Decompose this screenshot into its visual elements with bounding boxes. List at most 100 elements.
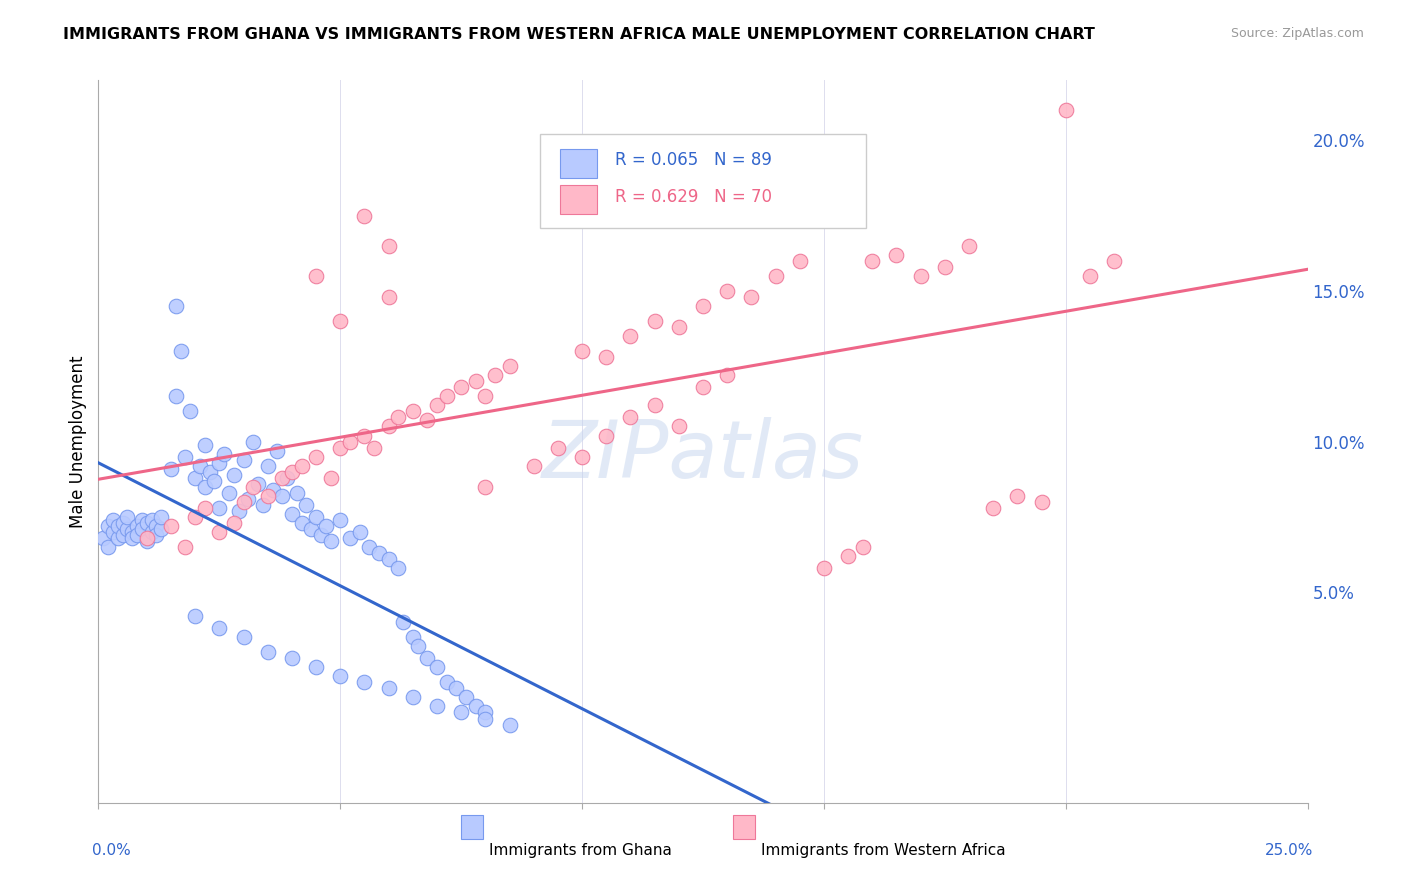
Text: Immigrants from Ghana: Immigrants from Ghana	[489, 843, 672, 857]
Point	[387, 410, 409, 425]
Point	[97, 540, 120, 554]
Point	[299, 522, 322, 536]
Point	[107, 518, 129, 533]
Point	[295, 498, 318, 512]
Point	[1054, 103, 1077, 118]
Point	[256, 489, 278, 503]
Point	[194, 437, 217, 451]
Point	[266, 443, 288, 458]
Point	[450, 380, 472, 394]
Point	[668, 419, 690, 434]
Point	[160, 518, 183, 533]
Bar	[561, 185, 596, 214]
Point	[256, 458, 278, 473]
Point	[165, 299, 187, 313]
Text: ZIPatlas: ZIPatlas	[541, 417, 865, 495]
Point	[339, 434, 361, 449]
Point	[740, 290, 762, 304]
Bar	[734, 815, 755, 838]
Point	[222, 516, 245, 530]
Text: R = 0.065   N = 89: R = 0.065 N = 89	[614, 151, 772, 169]
Point	[256, 645, 278, 659]
Point	[363, 441, 385, 455]
Point	[319, 533, 342, 548]
Point	[349, 524, 371, 539]
Point	[131, 522, 153, 536]
Point	[222, 467, 245, 482]
Point	[329, 669, 352, 683]
Point	[498, 359, 520, 374]
Point	[184, 470, 207, 484]
Point	[174, 450, 197, 464]
Point	[131, 513, 153, 527]
Point	[498, 717, 520, 731]
Point	[290, 516, 312, 530]
Point	[121, 524, 143, 539]
Point	[169, 344, 191, 359]
Text: IMMIGRANTS FROM GHANA VS IMMIGRANTS FROM WESTERN AFRICA MALE UNEMPLOYMENT CORREL: IMMIGRANTS FROM GHANA VS IMMIGRANTS FROM…	[63, 27, 1095, 42]
Text: 0.0%: 0.0%	[93, 843, 131, 857]
Point	[454, 690, 477, 705]
Point	[353, 428, 375, 442]
Point	[238, 491, 260, 506]
Point	[228, 504, 250, 518]
Point	[208, 456, 231, 470]
Point	[305, 509, 328, 524]
Point	[464, 699, 486, 714]
Y-axis label: Male Unemployment: Male Unemployment	[69, 355, 87, 528]
Point	[194, 480, 217, 494]
Text: R = 0.629   N = 70: R = 0.629 N = 70	[614, 188, 772, 206]
Point	[141, 524, 163, 539]
Point	[101, 513, 124, 527]
Point	[595, 350, 617, 364]
Point	[668, 320, 690, 334]
Text: Immigrants from Western Africa: Immigrants from Western Africa	[761, 843, 1005, 857]
Point	[329, 441, 352, 455]
Point	[232, 494, 254, 508]
Point	[204, 474, 226, 488]
Point	[450, 706, 472, 720]
Point	[765, 268, 787, 283]
Point	[127, 518, 149, 533]
Point	[436, 675, 458, 690]
Point	[692, 380, 714, 394]
Point	[329, 314, 352, 328]
Point	[111, 528, 134, 542]
Point	[242, 480, 264, 494]
Point	[377, 290, 399, 304]
Point	[1031, 494, 1053, 508]
Point	[179, 404, 201, 418]
Point	[117, 522, 139, 536]
Point	[860, 253, 883, 268]
Point	[547, 441, 569, 455]
Point	[329, 513, 352, 527]
Point	[174, 540, 197, 554]
Point	[353, 675, 375, 690]
Point	[377, 239, 399, 253]
Point	[523, 458, 546, 473]
Point	[194, 500, 217, 515]
Point	[426, 398, 449, 412]
Point	[135, 533, 157, 548]
Point	[359, 540, 381, 554]
Point	[377, 552, 399, 566]
Point	[232, 452, 254, 467]
Point	[464, 374, 486, 388]
Point	[852, 540, 875, 554]
Point	[305, 660, 328, 674]
Point	[247, 476, 270, 491]
Point	[416, 413, 439, 427]
Point	[160, 461, 183, 475]
Point	[619, 410, 641, 425]
Point	[281, 465, 304, 479]
Point	[271, 489, 294, 503]
Point	[305, 450, 328, 464]
Point	[150, 509, 173, 524]
Point	[910, 268, 932, 283]
Point	[145, 528, 167, 542]
Point	[212, 446, 235, 460]
Point	[692, 299, 714, 313]
Point	[1007, 489, 1029, 503]
Point	[402, 630, 425, 644]
Point	[368, 546, 391, 560]
